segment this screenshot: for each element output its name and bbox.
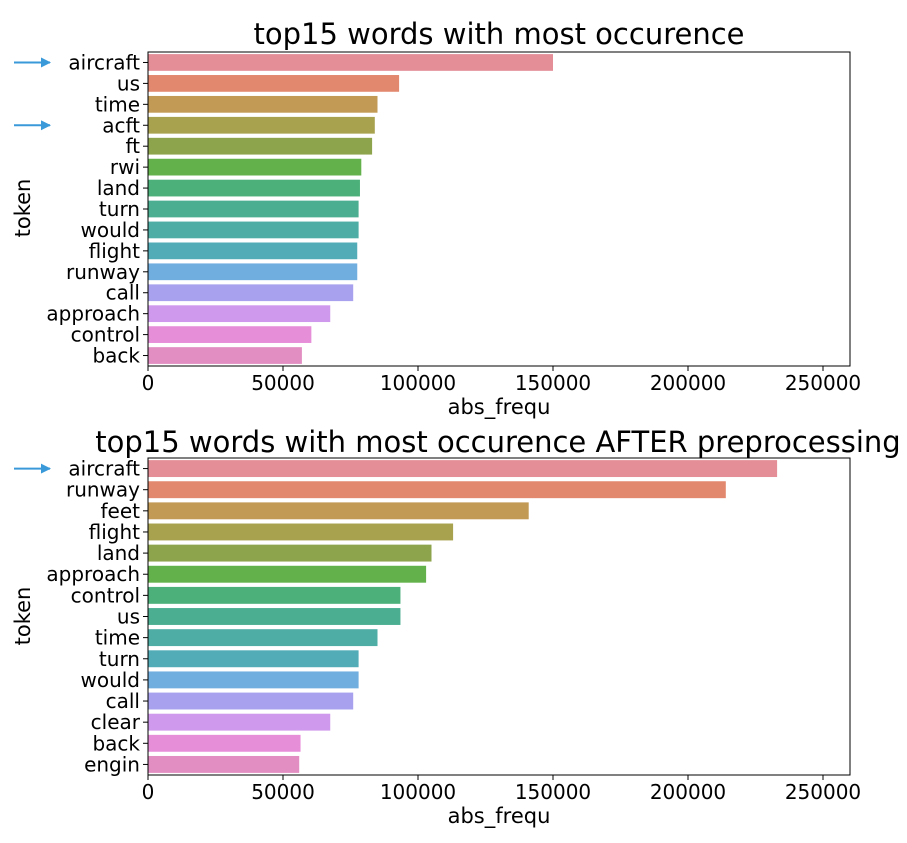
chart-2-y-axis-label: token <box>11 587 35 646</box>
x-tick-label: 250000 <box>785 371 861 395</box>
category-label-flight: flight <box>89 239 141 263</box>
x-tick-label: 200000 <box>650 780 726 804</box>
category-label-aircraft: aircraft <box>68 50 140 74</box>
category-label-would: would <box>80 218 140 242</box>
chart-2-category-labels: aircraftrunwayfeetflightlandapproachcont… <box>46 457 148 776</box>
category-label-would: would <box>80 668 140 692</box>
category-label-rwi: rwi <box>110 155 140 179</box>
category-label-acft: acft <box>102 113 140 137</box>
category-label-clear: clear <box>91 710 141 734</box>
x-tick-label: 100000 <box>380 371 456 395</box>
bar-approach <box>148 565 427 583</box>
x-tick-label: 0 <box>142 371 155 395</box>
x-tick-label: 150000 <box>515 371 591 395</box>
chart-2-title: top15 words with most occurence AFTER pr… <box>95 425 900 459</box>
bar-feet <box>148 502 529 520</box>
bar-us <box>148 75 400 92</box>
bar-would <box>148 671 359 689</box>
bar-aircraft <box>148 54 553 71</box>
bar-back <box>148 734 301 752</box>
x-tick-label: 50000 <box>251 371 315 395</box>
chart-1-x-axis-label: abs_frequ <box>448 395 551 420</box>
bar-flight <box>148 242 358 260</box>
x-tick-label: 100000 <box>380 780 456 804</box>
category-label-time: time <box>95 626 140 650</box>
chart-2-plot-frame <box>147 457 851 776</box>
category-label-control: control <box>71 583 140 607</box>
category-label-land: land <box>97 176 140 200</box>
chart-1-y-axis-label: token <box>11 179 35 238</box>
bar-flight <box>148 523 454 541</box>
chart-1-highlight-arrows <box>14 57 51 131</box>
bar-rwi <box>148 158 362 176</box>
bar-runway <box>148 263 358 281</box>
bar-runway <box>148 481 726 499</box>
x-tick-label: 150000 <box>515 780 591 804</box>
bar-engin <box>148 755 300 773</box>
bar-land <box>148 544 432 562</box>
chart-1-plot-frame <box>147 51 851 367</box>
bar-call <box>148 284 354 302</box>
category-label-control: control <box>71 323 140 347</box>
bar-acft <box>148 116 375 134</box>
chart-2-bars <box>148 460 778 773</box>
category-label-runway: runway <box>66 478 140 502</box>
chart-1-category-labels: aircraftustimeacftftrwilandturnwouldflig… <box>46 50 148 368</box>
chart-2-x-axis-label: abs_frequ <box>448 804 551 829</box>
category-label-feet: feet <box>101 499 141 523</box>
bar-turn <box>148 650 359 668</box>
chart-2-x-ticks: 0 50000 100000 150000 200000 250000 <box>142 775 861 804</box>
bar-would <box>148 221 359 239</box>
category-label-approach: approach <box>46 302 140 326</box>
bar-aircraft <box>148 460 778 478</box>
bar-control <box>148 326 312 343</box>
x-tick-label: 250000 <box>785 780 861 804</box>
category-label-turn: turn <box>99 197 140 221</box>
category-label-land: land <box>97 541 140 565</box>
chart-top-raw: top15 words with most occurence aircraft… <box>11 17 861 420</box>
category-label-ft: ft <box>125 134 140 158</box>
bar-ft <box>148 137 373 155</box>
category-label-turn: turn <box>99 647 140 671</box>
category-label-engin: engin <box>84 752 140 776</box>
bar-clear <box>148 713 331 731</box>
category-label-us: us <box>117 605 140 629</box>
bar-us <box>148 608 401 625</box>
chart-bottom-preprocessed: top15 words with most occurence AFTER pr… <box>11 425 901 829</box>
bar-time <box>148 629 378 647</box>
category-label-runway: runway <box>66 260 140 284</box>
x-tick-label: 50000 <box>251 780 315 804</box>
category-label-aircraft: aircraft <box>68 457 140 481</box>
category-label-flight: flight <box>89 520 141 544</box>
bar-approach <box>148 305 331 323</box>
bar-land <box>148 179 360 197</box>
bar-time <box>148 95 378 113</box>
chart-1-title: top15 words with most occurence <box>254 17 745 51</box>
category-label-call: call <box>106 281 140 305</box>
category-label-us: us <box>117 71 140 95</box>
bar-control <box>148 586 401 604</box>
chart-1-bars <box>148 54 553 364</box>
x-tick-label: 200000 <box>650 371 726 395</box>
bar-turn <box>148 200 359 218</box>
category-label-back: back <box>92 731 140 755</box>
bar-back <box>148 347 302 364</box>
category-label-call: call <box>106 689 140 713</box>
category-label-back: back <box>92 344 140 368</box>
x-tick-label: 0 <box>142 780 155 804</box>
bar-call <box>148 692 354 710</box>
chart-1-x-ticks: 0 50000 100000 150000 200000 250000 <box>142 366 861 395</box>
category-label-time: time <box>95 92 140 116</box>
category-label-approach: approach <box>46 562 140 586</box>
